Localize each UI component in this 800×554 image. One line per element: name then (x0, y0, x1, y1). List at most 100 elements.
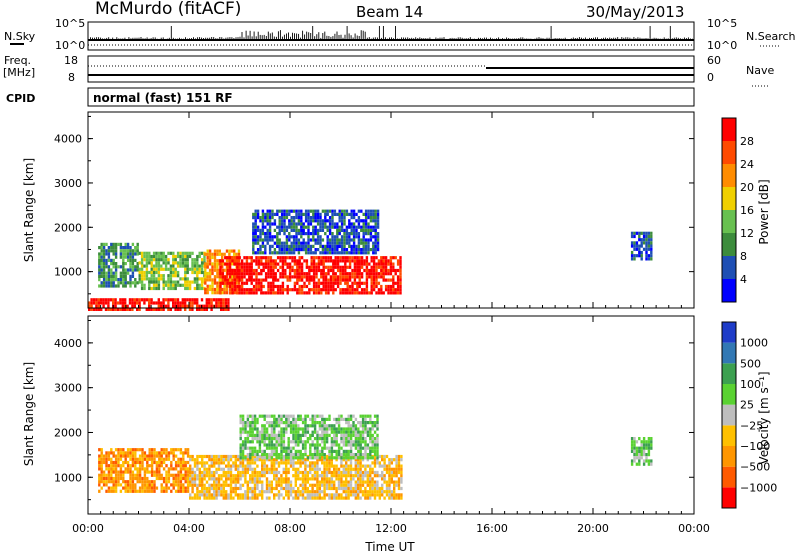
nsky-activity (90, 26, 693, 40)
velocity-cell (213, 496, 216, 500)
power-cell (638, 250, 641, 255)
velocity-cell (316, 474, 319, 478)
power-cell (293, 281, 297, 285)
velocity-cell (237, 474, 240, 478)
power-cell (334, 281, 337, 285)
power-cell (308, 291, 311, 295)
power-cell (262, 268, 265, 273)
power-cell (269, 272, 273, 276)
power-cell (298, 262, 301, 266)
power-cell (238, 256, 241, 260)
power-cell (296, 288, 299, 292)
velocity-cell (297, 449, 300, 453)
velocity-cell (141, 483, 144, 487)
velocity-cell (256, 486, 259, 491)
power-cell (300, 268, 304, 273)
power-cell (332, 268, 335, 273)
velocity-cell (258, 477, 261, 481)
velocity-cell (277, 443, 281, 447)
velocity-cell (385, 467, 389, 471)
velocity-cell (400, 458, 403, 462)
velocity-cell (335, 464, 338, 468)
power-cell (345, 241, 349, 245)
velocity-cell (246, 424, 250, 428)
power-cell (252, 241, 255, 245)
velocity-cell (311, 430, 314, 434)
velocity-cell (261, 430, 264, 434)
velocity-cell (371, 449, 374, 453)
power-cell (332, 265, 335, 269)
velocity-cell (246, 414, 250, 418)
velocity-cell (364, 490, 367, 494)
power-cell (238, 291, 241, 295)
power-cell (211, 281, 214, 285)
power-cell (174, 280, 177, 284)
velocity-colorbar-swatch (722, 342, 736, 364)
velocity-cell (165, 454, 168, 458)
power-cell (134, 265, 137, 269)
power-cell (259, 235, 262, 239)
power-cell (296, 259, 299, 263)
power-cell (341, 259, 345, 263)
velocity-cell (225, 490, 228, 494)
velocity-cell (280, 458, 283, 462)
velocity-cell (342, 430, 346, 434)
velocity-cell (227, 477, 230, 481)
velocity-cell (184, 476, 187, 481)
velocity-cell (347, 430, 350, 434)
power-cell (392, 281, 395, 285)
velocity-cell (162, 480, 166, 484)
power-cell (160, 274, 163, 278)
power-cell (268, 235, 272, 239)
power-cell (319, 251, 322, 255)
power-cell (216, 259, 219, 263)
power-cell (131, 249, 135, 253)
power-cell (399, 262, 402, 266)
power-cell (210, 307, 213, 311)
velocity-cell (239, 456, 242, 460)
power-cell (205, 307, 208, 311)
velocity-cell (141, 451, 144, 455)
power-cell (264, 225, 267, 229)
power-cell (343, 251, 346, 255)
power-cell (143, 254, 146, 259)
power-cell (650, 254, 653, 258)
power-cell (352, 244, 356, 248)
power-cell (346, 275, 349, 279)
power-cell (204, 287, 207, 292)
power-cell (186, 286, 189, 291)
velocity-cell (369, 496, 372, 500)
freq-tick-bottom: 8 (68, 71, 75, 84)
power-cell (255, 256, 258, 260)
power-cell (98, 258, 101, 262)
power-cell (102, 278, 106, 282)
power-cell (267, 291, 270, 295)
power-cell (100, 301, 103, 305)
velocity-cell (301, 483, 305, 487)
velocity-cell (275, 467, 278, 471)
velocity-cell (222, 470, 225, 475)
velocity-cell (357, 456, 360, 460)
velocity-cell (131, 451, 135, 455)
velocity-cell (229, 477, 233, 481)
power-cell (140, 277, 144, 281)
velocity-cell (301, 470, 305, 475)
velocity-cell (313, 474, 317, 478)
power-cell (357, 238, 361, 242)
velocity-cell (167, 451, 171, 455)
velocity-cell (196, 486, 199, 491)
power-cell (642, 247, 646, 251)
power-cell (280, 212, 284, 216)
power-cell (328, 251, 332, 255)
power-cell (336, 278, 340, 282)
power-cell (352, 251, 356, 255)
power-cell (376, 235, 380, 239)
power-cell (319, 235, 322, 239)
velocity-cell (299, 490, 302, 494)
velocity-cell (337, 467, 341, 471)
power-cell (293, 262, 297, 266)
power-cell (133, 301, 136, 305)
power-cell (339, 291, 342, 295)
power-cell (360, 288, 364, 292)
